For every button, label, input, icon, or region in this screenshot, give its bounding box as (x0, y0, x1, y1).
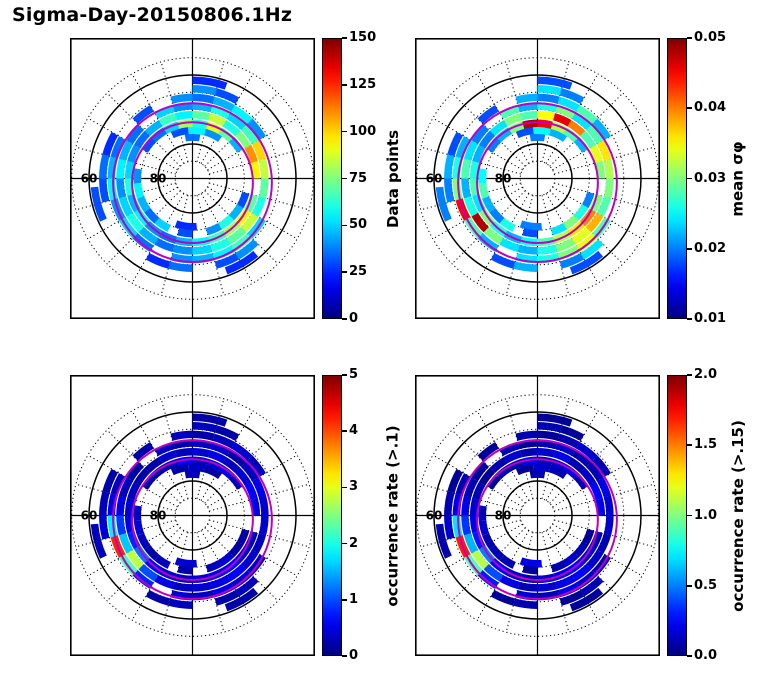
colorbar-tick-mark (342, 177, 347, 180)
colorbar-tick-mark (342, 655, 347, 657)
data-arcs (90, 413, 269, 612)
colorbar-axis-label-data-points: Data points (382, 38, 404, 319)
colorbar-tick-mark (687, 318, 692, 320)
colorbar-tick-label: 1.5 (694, 437, 718, 453)
colorbar-tick-label: 125 (349, 76, 377, 92)
colorbar-tick-mark (687, 374, 692, 376)
colorbar-tick-label: 0 (349, 648, 359, 663)
colorbar-tick-mark (342, 224, 347, 227)
colorbar-tick-label: 2.0 (694, 367, 718, 382)
colorbar-tick-mark (342, 37, 347, 39)
colorbar-tick-label: 100 (349, 123, 377, 139)
colorbar-axis-label-text: occurrence rate (>.15) (729, 419, 748, 612)
colorbar-tick-mark (342, 486, 347, 489)
colorbar-tick-label: 1 (349, 591, 359, 607)
auroral-oval (112, 439, 273, 601)
colorbar-tick-label: 50 (349, 217, 368, 233)
colorbar-tick-label: 0.04 (694, 100, 727, 116)
colorbar-tick-label: 75 (349, 170, 368, 186)
auroral-oval (131, 121, 254, 245)
lat-label-60: 60 (426, 509, 443, 523)
colorbar-data-points (322, 38, 342, 319)
colorbar-tick-mark (342, 374, 347, 376)
data-arcs (90, 76, 269, 275)
colorbar-tick-mark (687, 584, 692, 587)
colorbar-tick-label: 0.05 (694, 30, 727, 45)
lat-label-80: 80 (495, 509, 512, 523)
auroral-oval (131, 458, 254, 582)
colorbar-tick-label: 0 (349, 311, 359, 326)
colorbar-tick-label: 3 (349, 479, 359, 495)
colorbar-tick-mark (687, 444, 692, 447)
colorbar-tick-label: 0.01 (694, 311, 727, 326)
colorbar-axis-label-occurrence-rate-gt-0.15: occurrence rate (>.15) (727, 375, 749, 656)
auroral-oval (476, 121, 599, 245)
colorbar-tick-mark (687, 37, 692, 39)
colorbar-tick-label: 2 (349, 535, 359, 551)
polar-plot-occurrence-rate-gt-0.1: 60 80 (70, 375, 315, 656)
colorbar-tick-mark (687, 177, 692, 180)
colorbar-tick-mark (342, 271, 347, 273)
auroral-oval (476, 458, 599, 582)
colorbar-tick-label: 0.02 (694, 240, 727, 256)
colorbar-tick-label: 5 (349, 367, 359, 382)
colorbar-tick-mark (342, 130, 347, 133)
colorbar-axis-label-text: mean σφ (729, 140, 747, 217)
colorbar-tick-mark (687, 107, 692, 110)
polar-plot-data-points: 60 80 (70, 38, 315, 319)
polar-plot-occurrence-rate-gt-0.15: 60 80 (415, 375, 660, 656)
colorbar-tick-mark (342, 318, 347, 320)
lat-label-60: 60 (81, 172, 98, 186)
colorbar-axis-label-mean-sigma-phi: mean σφ (727, 38, 749, 319)
colorbar-occurrence-rate-gt-0.1 (322, 375, 342, 656)
colorbar-tick-mark (687, 247, 692, 250)
colorbar-tick-label: 25 (349, 264, 368, 280)
colorbar-tick-mark (687, 655, 692, 657)
colorbar-tick-label: 0.5 (694, 577, 718, 593)
colorbar-axis-label-occurrence-rate-gt-0.1: occurrence rate (>.1) (382, 375, 404, 656)
figure-title: Sigma-Day-20150806.1Hz (12, 4, 293, 26)
colorbar-tick-mark (342, 84, 347, 86)
colorbar-axis-label-text: Data points (384, 129, 402, 228)
lat-label-60: 60 (426, 172, 443, 186)
colorbar-tick-mark (342, 430, 347, 432)
auroral-oval (457, 439, 618, 601)
colorbar-tick-label: 1.0 (694, 507, 718, 523)
lat-label-80: 80 (150, 509, 167, 523)
colorbar-tick-label: 4 (349, 423, 359, 439)
auroral-oval (112, 102, 273, 264)
lat-label-80: 80 (150, 172, 167, 186)
lat-label-80: 80 (495, 172, 512, 186)
colorbar-tick-label: 0.0 (694, 648, 718, 663)
colorbar-tick-label: 150 (349, 30, 377, 45)
colorbar-tick-mark (342, 599, 347, 601)
colorbar-axis-label-text: occurrence rate (>.1) (384, 424, 403, 607)
colorbar-occurrence-rate-gt-0.15 (667, 375, 687, 656)
colorbar-tick-mark (687, 514, 692, 517)
colorbar-tick-mark (342, 542, 347, 545)
colorbar-tick-label: 0.03 (694, 170, 727, 186)
colorbar-mean-sigma-phi (667, 38, 687, 319)
lat-label-60: 60 (81, 509, 98, 523)
polar-plot-mean-sigma-phi: 60 80 (415, 38, 660, 319)
auroral-oval (457, 102, 618, 264)
